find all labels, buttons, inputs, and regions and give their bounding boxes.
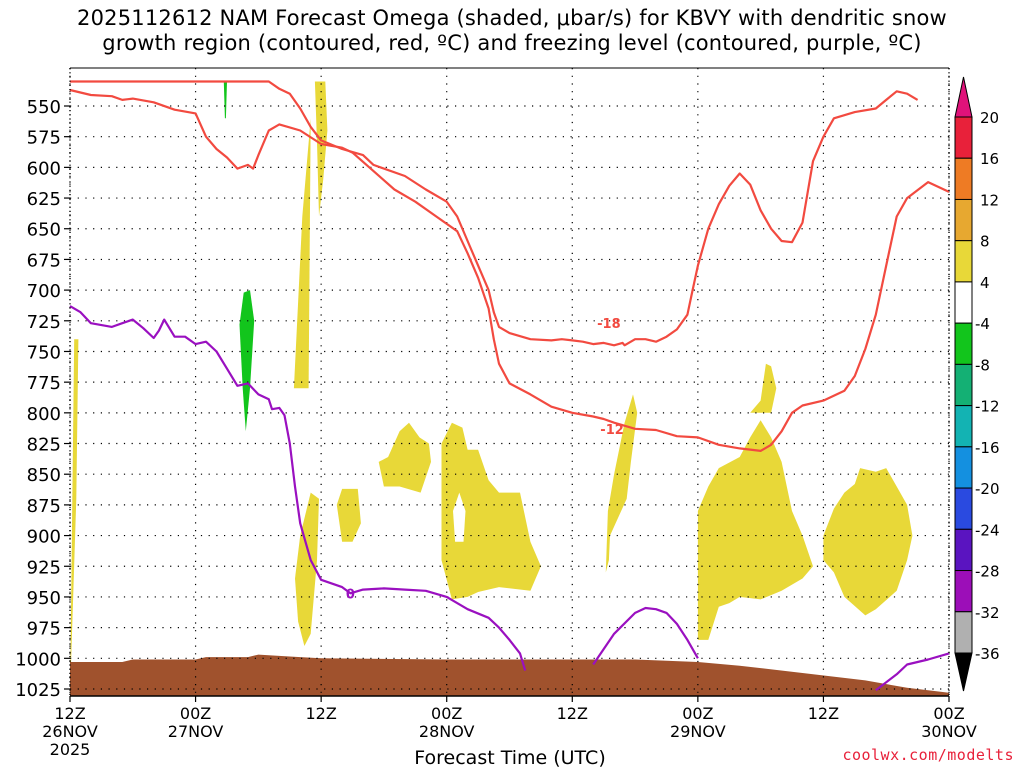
colorbar-swatch-6 [954,363,973,407]
axes-layer: 550 575 600 625 650 675 700 725 750 775 800 825 850 8… [15,67,977,759]
x-tick-label-0-1: 26NOV [42,722,98,741]
colorbar-top-arrow [954,76,973,118]
colorbar-label-6: -8 [975,356,990,374]
colorbar-label-13: -36 [975,645,1000,663]
x-tick-label-60-0: 00Z [682,704,713,723]
chart-title-line2: growth region (contoured, red, ºC) and f… [102,31,922,55]
colorbar-swatch-8 [954,446,973,489]
colorbar-bottom-arrow [954,652,973,692]
contour-series-3 [592,606,699,666]
y-tick-label-700: 700 [27,281,61,302]
x-tick-label-60-1: 29NOV [670,722,726,741]
y-tick-label-900: 900 [27,527,61,548]
omega-region-11 [823,468,913,616]
y-tick-label-600: 600 [27,158,61,179]
x-tick-label-12-1: 27NOV [168,722,224,741]
credit-text: coolwx.com/modelts [842,746,1014,764]
colorbar-label-7: -12 [975,398,1000,416]
colorbar-label-12: -32 [975,604,1000,622]
y-tick-label-1025: 1025 [15,680,61,701]
colorbar-swatch-1 [954,157,973,200]
x-tick-label-12-0: 00Z [180,704,211,723]
contour-series-4 [875,652,950,692]
y-tick-label-550: 550 [27,97,61,118]
colorbar-label-1: 16 [980,150,999,168]
y-tick-label-775: 775 [27,373,61,394]
y-tick-label-850: 850 [27,465,61,486]
colorbar-label-11: -28 [975,563,1000,581]
colorbar-swatch-11 [954,570,973,613]
colorbar-label-5: -4 [975,315,990,333]
omega-region-13 [223,81,227,119]
contour-label-2: 0 [346,587,355,602]
contour-series-1 [70,80,919,347]
x-axis-label: Forecast Time (UTC) [414,747,605,768]
contour-series-0 [69,88,950,452]
omega-region-10 [750,363,777,413]
colorbar-label-8: -16 [975,439,1000,457]
y-tick-label-975: 975 [27,619,61,640]
omega-shading-layer [70,81,913,696]
y-tick-label-925: 925 [27,557,61,578]
x-tick-label-36-1: 28NOV [419,722,475,741]
colorbar-label-9: -20 [975,480,1000,498]
colorbar-swatch-12 [954,611,973,654]
colorbar-swatch-9 [954,487,973,530]
omega-region-3 [295,492,319,646]
colorbar-swatch-2 [954,198,973,242]
y-tick-label-950: 950 [27,588,61,609]
chart-title: 2025112612 NAM Forecast Omega (shaded, μ… [0,6,1024,56]
colorbar-swatch-3 [954,240,973,283]
y-tick-label-800: 800 [27,404,61,425]
y-tick-label-875: 875 [27,496,61,517]
x-tick-label-24-0: 12Z [305,704,336,723]
x-tick-label-36-0: 00Z [431,704,462,723]
terrain-layer [70,654,949,696]
x-tick-label-48-0: 12Z [557,704,588,723]
terrain-fill [70,654,949,696]
contour-label-0: -18 [597,317,621,332]
omega-region-12 [239,290,255,432]
colorbar-label-3: 8 [980,233,990,251]
x-tick-label-0-2: 2025 [50,740,91,759]
contour-series-2 [69,305,527,671]
grid-layer [69,68,950,696]
y-tick-label-575: 575 [27,128,61,149]
colorbar-swatch-10 [954,528,973,572]
x-tick-label-84-0: 00Z [933,704,964,723]
x-tick-label-72-0: 12Z [808,704,839,723]
chart-title-line1: 2025112612 NAM Forecast Omega (shaded, μ… [77,6,947,30]
y-tick-label-650: 650 [27,220,61,241]
colorbar-swatch-4 [954,281,973,324]
omega-region-0 [70,339,79,696]
x-tick-label-84-1: 30NOV [921,722,977,741]
colorbar-label-4: 4 [980,274,990,292]
y-tick-label-675: 675 [27,250,61,271]
omega-region-1 [293,118,311,389]
y-tick-label-750: 750 [27,342,61,363]
omega-region-9 [697,420,813,640]
colorbar-swatch-7 [954,405,973,448]
colorbar-swatch-0 [954,116,973,159]
omega-region-5 [378,422,431,493]
colorbar-swatch-5 [954,322,973,365]
x-tick-label-0-0: 12Z [54,704,85,723]
contour-layer: -18 -12 0 [69,80,950,692]
omega-region-6 [441,422,541,600]
colorbar: 20 16 12 8 4 -4 -8 -12 -16 -20 -24 -28 -32 -36 [954,76,1000,692]
colorbar-label-2: 12 [980,191,999,209]
omega-region-8 [605,394,638,573]
y-tick-label-1000: 1000 [15,649,61,670]
y-tick-label-625: 625 [27,189,61,210]
omega-region-4 [336,488,361,542]
colorbar-label-0: 20 [980,109,999,127]
y-tick-label-725: 725 [27,312,61,333]
colorbar-label-10: -24 [975,521,1000,539]
omega-region-2 [314,81,328,217]
contour-label-1: -12 [600,423,624,438]
y-tick-label-825: 825 [27,435,61,456]
